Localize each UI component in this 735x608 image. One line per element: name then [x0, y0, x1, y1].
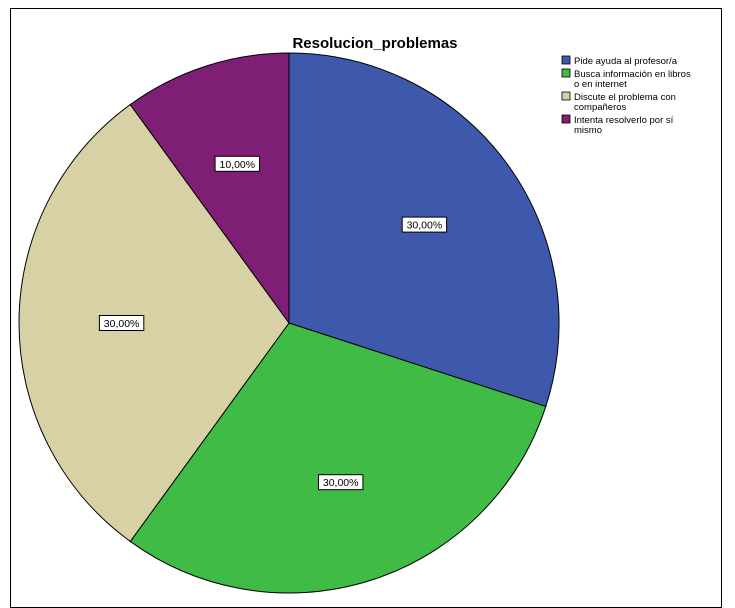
data-label-discute-el-problema-con-companeros: 30,00%	[98, 315, 145, 331]
legend-label: Pide ayuda al profesor/a	[574, 56, 678, 67]
legend-swatch	[561, 55, 571, 65]
data-label-box	[98, 315, 145, 331]
legend: Pide ayuda al profesor/a Busca informació…	[561, 55, 691, 136]
data-label-box	[318, 474, 364, 491]
data-label-intenta-resolverlo-por-si-mismo: 10,00%	[214, 155, 261, 172]
legend-label: Busca información en libros o en internet	[574, 69, 691, 90]
legend-item-pide-ayuda-al-profesor-a: Pide ayuda al profesor/a	[561, 55, 678, 67]
data-label-text: 10,00%	[219, 159, 255, 171]
legend-item-discute-el-problema-con-companeros: Discute el problema con compañeros	[561, 91, 676, 113]
data-label-busca-informacion-en-libros-o-en-internet: 30,00%	[318, 474, 364, 491]
legend-item-busca-informacion-en-libros-o-en-internet: Busca información en libros o en internet	[561, 68, 691, 90]
legend-label: Intenta resolverlo por sí mismo	[574, 115, 674, 136]
legend-label: Discute el problema con compañeros	[574, 92, 676, 113]
data-label-box	[401, 216, 448, 233]
pie-slice-discute-el-problema-con-companeros	[18, 103, 290, 543]
chart-title: Resolucion_problemas	[292, 35, 457, 52]
data-label-text: 30,00%	[407, 220, 443, 232]
pie-slice-intenta-resolverlo-por-si-mismo	[129, 52, 290, 325]
pie-slice-busca-informacion-en-libros-o-en-internet	[129, 322, 547, 594]
data-label-text: 30,00%	[323, 477, 359, 489]
legend-swatch	[561, 91, 571, 101]
data-label-pide-ayuda-al-profesor-a: 30,00%	[401, 216, 448, 233]
pie-data-labels: 30,00% 30,00% 30,00% 10,00%	[98, 155, 448, 491]
legend-swatch	[561, 114, 571, 124]
legend-item-intenta-resolverlo-por-si-mismo: Intenta resolverlo por sí mismo	[561, 114, 674, 136]
legend-swatch	[561, 68, 571, 78]
data-label-box	[214, 155, 261, 172]
data-label-text: 30,00%	[104, 318, 140, 330]
